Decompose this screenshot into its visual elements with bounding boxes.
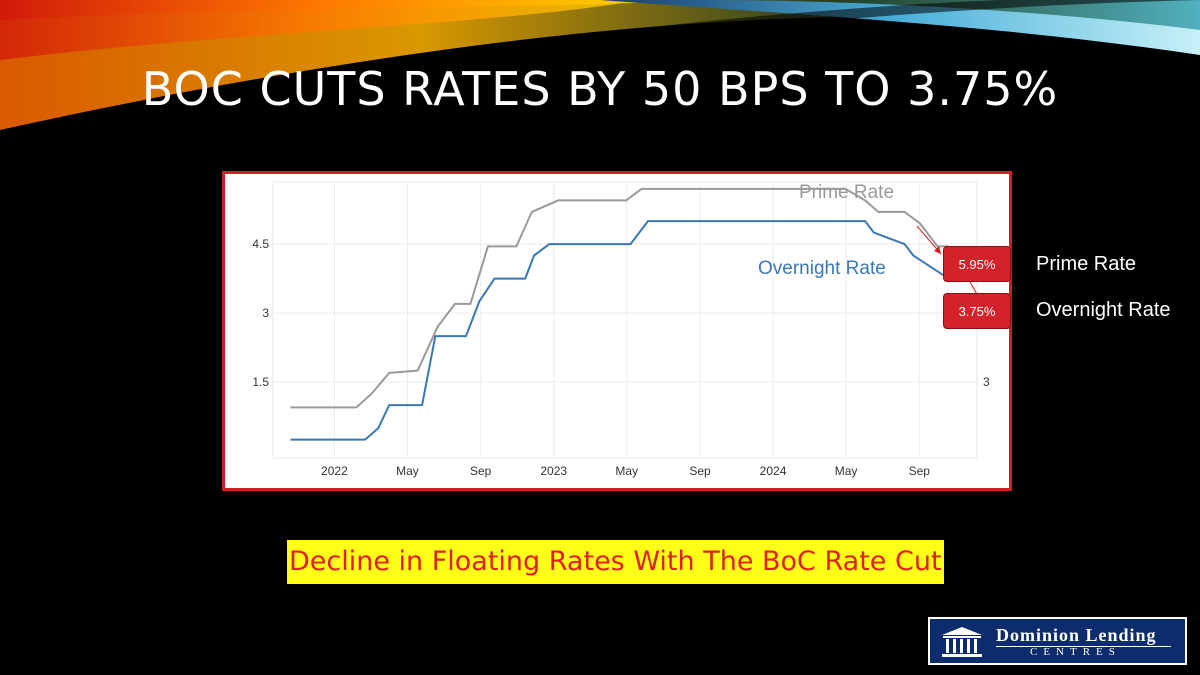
prime-rate-value-tag: 5.95%	[943, 246, 1011, 282]
x-tick-label: 2023	[540, 464, 567, 478]
company-logo: Dominion Lending CENTRES	[928, 617, 1187, 665]
overnight-rate-label: Overnight Rate	[1036, 299, 1171, 321]
x-tick-label: Sep	[470, 464, 492, 478]
x-tick-label: Sep	[689, 464, 711, 478]
prime-rate-callout-arrowhead	[934, 246, 941, 254]
plot-area	[272, 181, 978, 459]
logo-subtitle: CENTRES	[1030, 646, 1121, 658]
overnight-rate-value-tag: 3.75%	[943, 293, 1011, 329]
logo-divider	[996, 646, 1171, 647]
x-tick-label: 2022	[321, 464, 348, 478]
y-tick-label: 4.5	[252, 237, 269, 251]
caption-banner: Decline in Floating Rates With The BoC R…	[287, 540, 944, 584]
x-tick-label: May	[615, 464, 638, 478]
slide-title: BOC CUTS RATES BY 50 BPS TO 3.75%	[141, 62, 1059, 116]
x-tick-label: Sep	[909, 464, 931, 478]
rate-line-chart: 2022 May Sep 2023 May Sep 2024 May Sep 1.5 3 4.5 3 Pr…	[252, 181, 990, 478]
y-tick-label: 3	[262, 306, 269, 320]
x-tick-label: May	[396, 464, 419, 478]
chart-frame: 2022 May Sep 2023 May Sep 2024 May Sep 1.5 3 4.5 3 Pr…	[222, 171, 1012, 491]
x-tick-label: 2024	[760, 464, 787, 478]
series-label-prime-rate: Prime Rate	[799, 182, 894, 203]
series-line-overnight-rate	[290, 220, 950, 441]
series-line-prime-rate	[290, 187, 949, 409]
building-columns-icon	[942, 627, 982, 657]
right-axis-tick-label: 3	[983, 375, 990, 389]
prime-rate-label: Prime Rate	[1036, 253, 1137, 275]
decorative-swoosh-banner	[0, 0, 1200, 140]
x-tick-label: May	[835, 464, 858, 478]
logo-wordmark: Dominion Lending	[996, 625, 1157, 645]
series-label-overnight-rate: Overnight Rate	[758, 258, 886, 279]
y-tick-label: 1.5	[252, 375, 269, 389]
